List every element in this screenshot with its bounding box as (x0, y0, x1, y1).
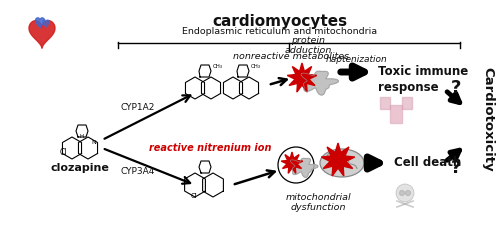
Polygon shape (402, 97, 412, 109)
Text: ?: ? (451, 79, 461, 97)
Polygon shape (287, 63, 317, 92)
Circle shape (396, 184, 414, 202)
Text: Endoplasmic reticulum and mitochondria: Endoplasmic reticulum and mitochondria (182, 27, 378, 36)
Text: CYP1A2: CYP1A2 (121, 103, 155, 113)
Text: Toxic immune
response: Toxic immune response (378, 65, 468, 94)
Text: N: N (91, 140, 96, 145)
Circle shape (406, 190, 410, 196)
Text: Cl: Cl (191, 193, 198, 199)
Text: mitochondrial
dysfunction: mitochondrial dysfunction (285, 193, 351, 212)
Text: CH₃: CH₃ (251, 64, 261, 69)
Text: haptenization: haptenization (326, 55, 388, 64)
Polygon shape (392, 107, 400, 121)
Text: reactive nitrenium ion: reactive nitrenium ion (149, 143, 271, 153)
Ellipse shape (320, 149, 364, 177)
Polygon shape (380, 97, 390, 109)
Text: Cardiotoxicity: Cardiotoxicity (482, 67, 494, 171)
Circle shape (400, 190, 404, 196)
Polygon shape (390, 105, 402, 123)
Text: clozapine: clozapine (50, 163, 110, 173)
Polygon shape (301, 71, 339, 95)
Polygon shape (322, 143, 354, 176)
Text: Cl: Cl (60, 148, 68, 157)
Polygon shape (29, 21, 55, 48)
Polygon shape (281, 152, 303, 173)
Text: protein
adduction: protein adduction (284, 36, 332, 55)
Text: Cell death: Cell death (394, 157, 461, 169)
Polygon shape (36, 18, 44, 28)
Text: cardiomyocytes: cardiomyocytes (212, 14, 348, 29)
Text: nonreactive metabolites: nonreactive metabolites (233, 52, 349, 61)
Polygon shape (43, 20, 49, 27)
Text: H: H (80, 134, 84, 139)
Text: ?: ? (451, 159, 461, 177)
Polygon shape (290, 158, 318, 177)
Text: CYP3A4: CYP3A4 (121, 168, 155, 176)
Text: CH₃: CH₃ (213, 64, 223, 69)
